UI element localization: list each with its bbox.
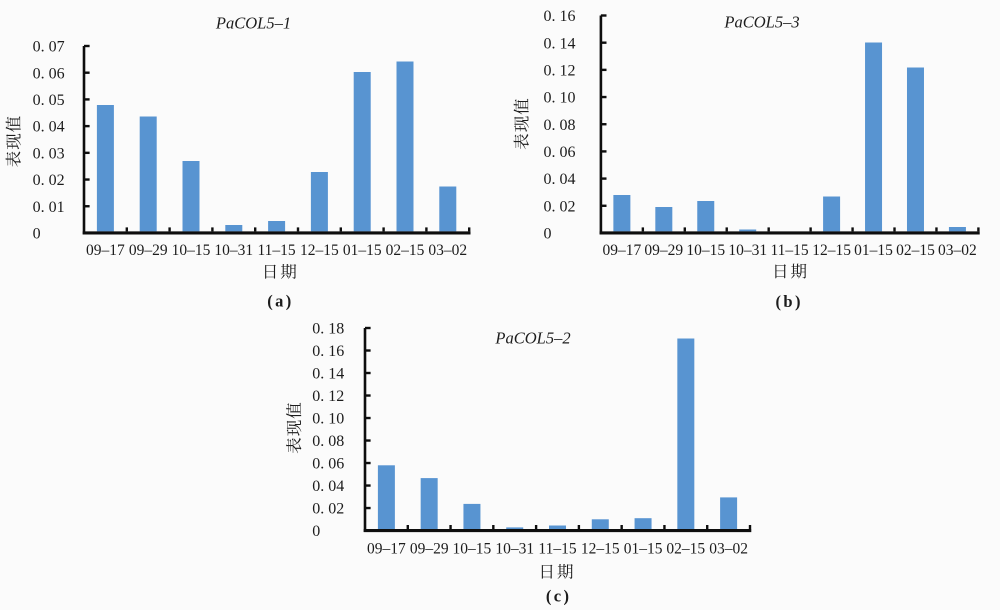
svg-text:09–17: 09–17 — [603, 242, 642, 259]
svg-text:(b): (b) — [776, 292, 803, 311]
svg-text:10–31: 10–31 — [495, 541, 534, 558]
svg-text:0. 02: 0. 02 — [544, 198, 576, 215]
svg-text:0. 12: 0. 12 — [312, 388, 344, 405]
svg-text:10–15: 10–15 — [686, 242, 725, 259]
svg-text:0: 0 — [544, 226, 552, 243]
svg-text:0. 05: 0. 05 — [33, 92, 65, 109]
svg-text:10–31: 10–31 — [728, 242, 767, 259]
svg-text:12–15: 12–15 — [300, 242, 339, 259]
svg-text:(c): (c) — [546, 587, 572, 606]
svg-text:01–15: 01–15 — [343, 242, 382, 259]
svg-text:02–15: 02–15 — [896, 242, 935, 259]
svg-text:0. 12: 0. 12 — [544, 63, 576, 80]
svg-text:0. 16: 0. 16 — [544, 8, 576, 25]
svg-text:10–15: 10–15 — [172, 242, 211, 259]
svg-text:02–15: 02–15 — [666, 541, 705, 558]
svg-text:0. 06: 0. 06 — [544, 144, 576, 161]
svg-text:0. 04: 0. 04 — [544, 171, 576, 188]
svg-text:09–29: 09–29 — [644, 242, 683, 259]
svg-text:0: 0 — [312, 523, 320, 540]
svg-text:09–29: 09–29 — [129, 242, 168, 259]
svg-text:0. 04: 0. 04 — [312, 478, 344, 495]
svg-text:0. 03: 0. 03 — [33, 145, 65, 162]
svg-text:12–15: 12–15 — [581, 541, 620, 558]
svg-text:12–15: 12–15 — [812, 242, 851, 259]
svg-text:0. 08: 0. 08 — [544, 117, 576, 134]
svg-text:0. 08: 0. 08 — [312, 433, 344, 450]
svg-text:0. 02: 0. 02 — [312, 501, 344, 518]
svg-text:09–17: 09–17 — [86, 242, 125, 259]
svg-text:0. 07: 0. 07 — [33, 39, 65, 56]
svg-text:0. 14: 0. 14 — [544, 35, 576, 52]
svg-text:0. 16: 0. 16 — [312, 343, 344, 360]
svg-text:03–02: 03–02 — [428, 242, 467, 259]
svg-text:11–15: 11–15 — [538, 541, 576, 558]
svg-text:09–29: 09–29 — [410, 541, 449, 558]
svg-text:0. 18: 0. 18 — [312, 321, 344, 338]
svg-text:0. 02: 0. 02 — [33, 172, 65, 189]
svg-text:0. 04: 0. 04 — [33, 119, 65, 136]
svg-text:01–15: 01–15 — [624, 541, 663, 558]
svg-text:09–17: 09–17 — [367, 541, 406, 558]
svg-text:11–15: 11–15 — [771, 242, 809, 259]
svg-text:PaCOL5–3: PaCOL5–3 — [723, 13, 799, 32]
svg-text:0. 10: 0. 10 — [544, 90, 576, 107]
svg-text:0. 14: 0. 14 — [312, 366, 344, 383]
svg-text:03–02: 03–02 — [938, 242, 977, 259]
svg-text:0: 0 — [33, 226, 41, 243]
svg-text:0. 01: 0. 01 — [33, 199, 65, 216]
svg-text:0. 06: 0. 06 — [33, 65, 65, 82]
svg-text:10–15: 10–15 — [453, 541, 492, 558]
svg-text:03–02: 03–02 — [709, 541, 748, 558]
svg-text:0. 10: 0. 10 — [312, 411, 344, 428]
svg-text:01–15: 01–15 — [854, 242, 893, 259]
svg-text:PaCOL5–1: PaCOL5–1 — [215, 14, 291, 33]
svg-text:10–31: 10–31 — [214, 242, 253, 259]
svg-text:PaCOL5–2: PaCOL5–2 — [494, 329, 570, 348]
svg-text:(a): (a) — [267, 292, 293, 311]
svg-text:0. 06: 0. 06 — [312, 456, 344, 473]
svg-text:02–15: 02–15 — [386, 242, 425, 259]
svg-text:11–15: 11–15 — [258, 242, 296, 259]
